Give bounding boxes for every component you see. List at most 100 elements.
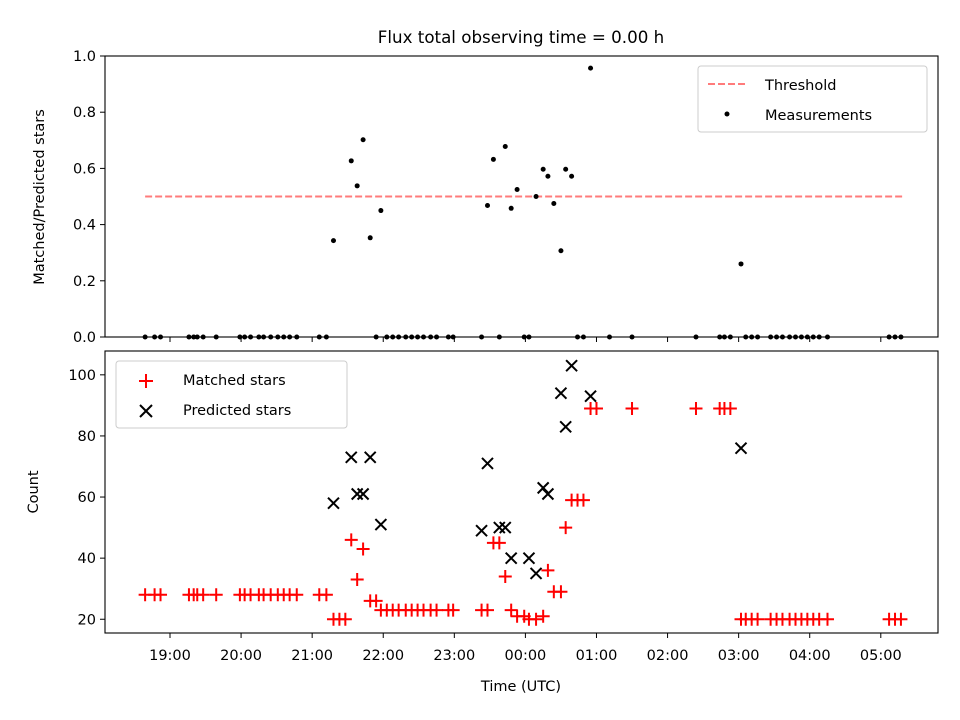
bottom-y-axis: 20 40 60 80 100	[68, 368, 105, 628]
predicted-star-point	[499, 521, 512, 534]
bottom-y-tick-label: 100	[68, 368, 96, 384]
top-legend-box	[697, 65, 928, 133]
bottom-legend: Matched stars Predicted stars	[115, 360, 348, 429]
measurement-point	[330, 238, 336, 244]
legend-predicted-swatch	[139, 404, 153, 418]
measurement-point	[502, 143, 508, 149]
predicted-star-point	[504, 551, 518, 565]
matched-star-point	[492, 536, 506, 550]
measurement-point	[514, 186, 520, 192]
matched-star-point	[820, 612, 834, 626]
matched-star-point	[290, 588, 304, 602]
matched-star-point	[319, 588, 333, 602]
measurement-point	[551, 201, 557, 207]
matched-star-point	[529, 612, 543, 626]
top-chart-title: Flux total observing time = 0.00 h	[378, 27, 664, 47]
predicted-star-point	[327, 496, 340, 510]
matched-star-point	[541, 563, 555, 577]
matched-star-point	[338, 612, 352, 626]
bottom-plot-frame	[104, 350, 939, 634]
predicted-star-point	[345, 451, 358, 464]
matched-star-point	[536, 609, 550, 623]
predicted-star-point	[522, 551, 536, 565]
matched-star-point	[751, 612, 765, 626]
predicted-star-point	[481, 457, 494, 470]
measurement-point	[484, 202, 490, 208]
predicted-star-point	[374, 518, 388, 531]
measurement-point	[490, 156, 496, 162]
predicted-star-point	[559, 420, 572, 433]
matched-star-point	[430, 603, 444, 617]
bottom-x-axis-label: Time (UTC)	[480, 679, 561, 695]
measurement-point	[378, 208, 384, 214]
top-y-tick-label: 1.0	[73, 49, 96, 65]
measurement-point	[588, 65, 594, 71]
top-x-tick-marks	[169, 337, 882, 342]
bottom-y-tick-label: 20	[78, 612, 96, 628]
bottom-x-tick-label: 05:00	[860, 648, 902, 664]
bottom-x-tick-label: 02:00	[647, 648, 689, 664]
bottom-y-tick-label: 40	[78, 551, 96, 567]
matched-star-point	[446, 603, 460, 617]
bottom-x-tick-label: 23:00	[433, 648, 475, 664]
bottom-y-axis-label: Count	[26, 470, 42, 513]
matched-star-point	[350, 573, 364, 587]
bottom-x-tick-label: 21:00	[291, 648, 333, 664]
measurement-point	[540, 166, 546, 172]
top-y-tick-label: 0.8	[73, 105, 96, 121]
top-y-tick-label: 0.4	[73, 218, 96, 234]
predicted-star-point	[584, 390, 597, 403]
matched-star-point	[689, 401, 703, 415]
predicted-star-point	[565, 359, 578, 372]
measurement-point	[367, 235, 373, 241]
matched-star-point	[589, 401, 603, 415]
matched-star-point	[625, 401, 639, 415]
bottom-x-tick-label: 20:00	[220, 648, 262, 664]
matched-star-point	[559, 521, 573, 535]
matched-star-point	[498, 569, 512, 583]
predicted-star-point	[475, 524, 488, 537]
bottom-x-axis: 19:00 20:00 21:00 22:00 23:00 00:00 01:00 02:00…	[149, 633, 902, 664]
top-legend: Threshold Measurements	[697, 65, 928, 133]
measurement-point	[545, 173, 551, 179]
matched-star-point	[504, 603, 518, 617]
bottom-legend-box	[115, 360, 348, 429]
measurement-point	[354, 183, 360, 189]
predicted-stars-layer	[327, 359, 748, 580]
measurements-points-layer	[142, 65, 904, 340]
measurement-point	[508, 205, 514, 211]
matched-stars-layer	[138, 401, 908, 626]
measurement-point	[569, 173, 575, 179]
matched-star-point	[196, 588, 210, 602]
matched-star-point	[723, 401, 737, 415]
measurement-point	[563, 166, 569, 172]
top-plot-frame	[104, 55, 939, 338]
bottom-panel: 20 40 60 80 100 19:00 20:00 21:00 22:00 23:00 00:…	[26, 350, 939, 695]
bottom-x-tick-label: 03:00	[718, 648, 760, 664]
matched-star-point	[369, 594, 383, 608]
matched-star-point	[576, 493, 590, 507]
top-panel: 0.0 0.2 0.4 0.6 0.8 1.0 Matched/Predicted sta…	[32, 49, 939, 346]
legend-measurements-label: Measurements	[765, 108, 872, 124]
measurement-point	[348, 158, 354, 164]
predicted-star-point	[356, 487, 370, 501]
bottom-x-tick-label: 22:00	[362, 648, 404, 664]
matched-star-point	[209, 588, 223, 602]
legend-measurements-swatch	[724, 111, 730, 117]
bottom-x-tick-label: 01:00	[576, 648, 618, 664]
measurement-point	[360, 137, 366, 143]
legend-threshold-label: Threshold	[764, 78, 836, 94]
predicted-star-point	[734, 441, 748, 455]
predicted-star-point	[529, 567, 543, 580]
matched-star-point	[356, 542, 370, 556]
bottom-x-tick-label: 19:00	[149, 648, 191, 664]
measurement-point	[738, 261, 744, 267]
predicted-star-point	[541, 487, 555, 501]
bottom-y-tick-label: 60	[78, 490, 96, 506]
measurement-point	[558, 248, 564, 254]
matched-star-point	[344, 533, 358, 547]
top-y-axis-label: Matched/Predicted stars	[32, 109, 48, 285]
legend-matched-swatch	[139, 374, 153, 388]
matched-star-point	[154, 588, 168, 602]
